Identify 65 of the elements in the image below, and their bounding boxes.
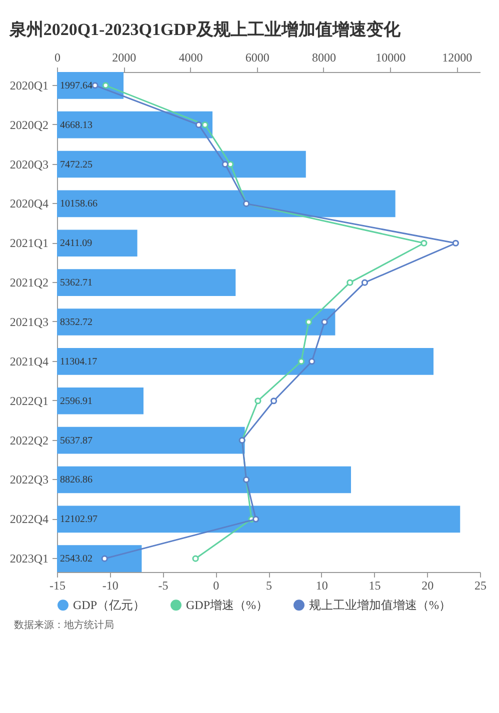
point (227, 160, 234, 168)
y-tick-label: 2020Q2 (10, 118, 48, 132)
x2-tick-label: 0 (54, 50, 60, 64)
data-label: 8826.86 (60, 474, 92, 486)
data-label: 7472.25 (60, 159, 92, 170)
legend-label: 规上工业增加值增速（%） (309, 598, 451, 612)
point (346, 279, 354, 286)
y-tick-label: 2022Q2 (10, 433, 48, 448)
x2-tick-label: 10000 (376, 50, 406, 64)
point (305, 318, 312, 326)
point (308, 358, 316, 365)
y-tick-label: 2021Q2 (10, 276, 48, 290)
y-tick-label: 2020Q4 (10, 196, 48, 211)
point (270, 398, 278, 404)
data-label: 8352.72 (60, 317, 92, 328)
data-label: 4668.13 (60, 120, 92, 131)
point (202, 122, 208, 128)
source-note: 数据来源：地方统计局 (14, 619, 114, 631)
x-tick-label: 20 (422, 578, 434, 592)
data-label: 2411.09 (60, 238, 92, 250)
data-label: 12102.97 (60, 514, 98, 526)
x-tick-label: 0 (213, 578, 220, 592)
data-label: 2543.02 (60, 554, 92, 565)
point (222, 160, 228, 168)
point (195, 122, 202, 128)
point (101, 555, 108, 562)
y-tick-label: 2023Q1 (10, 552, 48, 566)
x-tick-label: -5 (158, 578, 168, 592)
y-tick-label: 2021Q3 (10, 315, 48, 329)
y-tick-label: 2020Q1 (10, 78, 48, 92)
data-label: 10158.66 (60, 198, 98, 210)
y-tick-label: 2022Q3 (10, 472, 48, 487)
data-label: 5637.87 (60, 435, 92, 446)
y-tick-label: 2022Q1 (10, 394, 48, 408)
point (361, 279, 368, 286)
y-tick-label: 2020Q3 (10, 157, 48, 172)
data-label: 5362.71 (60, 278, 92, 289)
point (298, 358, 305, 365)
x2-tick-label: 8000 (312, 50, 336, 64)
x-tick-label: 25 (474, 578, 486, 592)
x2-tick-label: 6000 (245, 50, 270, 64)
point (254, 398, 262, 404)
x2-tick-label: 2000 (112, 50, 136, 64)
data-label: 11304.17 (60, 356, 98, 368)
data-label: 2596.91 (60, 396, 92, 407)
x2-tick-label: 12000 (442, 50, 472, 64)
x-tick-label: 15 (368, 578, 381, 592)
point (321, 318, 328, 326)
legend-label: GDP（亿元） (73, 598, 146, 612)
point (192, 555, 199, 562)
point (252, 516, 260, 522)
y-tick-label: 2022Q4 (10, 512, 48, 526)
data-label: 1997.64 (60, 80, 92, 92)
y-tick-label: 2021Q4 (10, 354, 48, 368)
y-tick-label: 2021Q1 (10, 236, 48, 250)
legend-label: GDP增速（%） (186, 598, 268, 612)
x-tick-label: 10 (316, 578, 328, 592)
x-tick-label: -15 (50, 578, 66, 592)
point (420, 240, 428, 246)
x-tick-label: -10 (102, 578, 118, 592)
point (102, 82, 109, 89)
x2-tick-label: 4000 (178, 50, 203, 64)
x-tick-label: 5 (266, 578, 272, 592)
point (452, 240, 459, 246)
chart-title: 泉州2020Q1-2023Q1GDP及规上工业增加值增速变化 (8, 20, 402, 39)
